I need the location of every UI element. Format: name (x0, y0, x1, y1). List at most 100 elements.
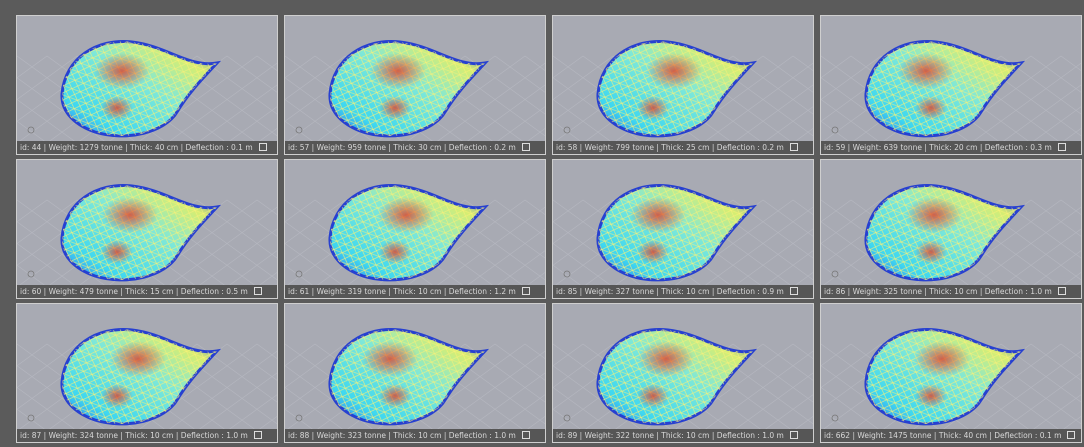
design-thumbnail[interactable]: id: 87 | Weight: 324 tonne | Thick: 10 c… (16, 303, 278, 443)
shape (915, 384, 947, 408)
design-thumbnail[interactable]: id: 60 | Weight: 479 tonne | Thick: 15 c… (16, 159, 278, 299)
shape (17, 56, 47, 143)
viewport (17, 160, 278, 287)
shape (763, 200, 814, 287)
shape (638, 341, 694, 377)
caption-bar: id: 89 | Weight: 322 tonne | Thick: 10 c… (553, 429, 813, 442)
view-icon[interactable] (259, 143, 267, 151)
shape (285, 200, 315, 287)
shape (379, 240, 411, 264)
viewport (285, 160, 546, 287)
shape (1031, 344, 1082, 431)
shape (379, 384, 411, 408)
shape (898, 53, 954, 89)
design-thumbnail[interactable]: id: 85 | Weight: 327 tonne | Thick: 10 c… (552, 159, 814, 299)
shape (378, 197, 434, 233)
shape (17, 344, 47, 431)
viewport (553, 160, 814, 287)
design-thumbnail[interactable]: id: 89 | Weight: 322 tonne | Thick: 10 c… (552, 303, 814, 443)
page: id: 44 | Weight: 1279 tonne | Thick: 40 … (0, 0, 1084, 447)
shape (17, 56, 47, 143)
shape (285, 200, 315, 287)
shape (370, 53, 426, 89)
shape (821, 344, 851, 431)
shape (227, 344, 278, 431)
design-thumbnail[interactable]: id: 59 | Weight: 639 tonne | Thick: 20 c… (820, 15, 1082, 155)
viewport (821, 160, 1082, 287)
shape (1031, 56, 1082, 143)
viewport (821, 304, 1082, 431)
shape (94, 53, 150, 89)
caption-bar: id: 58 | Weight: 799 tonne | Thick: 25 c… (553, 141, 813, 154)
shape (495, 56, 546, 143)
shape (553, 56, 583, 143)
view-icon[interactable] (522, 287, 530, 295)
shape (1031, 200, 1082, 287)
view-icon[interactable] (790, 143, 798, 151)
shape (227, 344, 278, 431)
shape (637, 384, 669, 408)
shape (821, 56, 851, 143)
shape (495, 344, 546, 431)
design-thumbnail[interactable]: id: 44 | Weight: 1279 tonne | Thick: 40 … (16, 15, 278, 155)
shape (495, 200, 546, 287)
viewport (285, 304, 546, 431)
caption-bar: id: 44 | Weight: 1279 tonne | Thick: 40 … (17, 141, 277, 154)
caption-bar: id: 59 | Weight: 639 tonne | Thick: 20 c… (821, 141, 1081, 154)
shape (227, 200, 278, 287)
view-icon[interactable] (1058, 287, 1066, 295)
shape (495, 56, 546, 143)
design-thumbnail[interactable]: id: 88 | Weight: 323 tonne | Thick: 10 c… (284, 303, 546, 443)
design-thumbnail[interactable]: id: 58 | Weight: 799 tonne | Thick: 25 c… (552, 15, 814, 155)
caption: id: 58 | Weight: 799 tonne | Thick: 25 c… (556, 143, 784, 152)
shape (1031, 344, 1082, 431)
shape (763, 56, 814, 143)
view-icon[interactable] (1058, 143, 1066, 151)
shape (646, 53, 702, 89)
caption: id: 662 | Weight: 1475 tonne | Thick: 40… (824, 431, 1061, 440)
shape (17, 200, 47, 287)
caption: id: 57 | Weight: 959 tonne | Thick: 30 c… (288, 143, 516, 152)
caption: id: 87 | Weight: 324 tonne | Thick: 10 c… (20, 431, 248, 440)
caption: id: 86 | Weight: 325 tonne | Thick: 10 c… (824, 287, 1052, 296)
shape (637, 240, 669, 264)
view-icon[interactable] (790, 431, 798, 439)
shape (821, 56, 851, 143)
design-thumbnail[interactable]: id: 61 | Weight: 319 tonne | Thick: 10 c… (284, 159, 546, 299)
caption: id: 59 | Weight: 639 tonne | Thick: 20 c… (824, 143, 1052, 152)
caption-bar: id: 87 | Weight: 324 tonne | Thick: 10 c… (17, 429, 277, 442)
shape (637, 96, 669, 120)
view-icon[interactable] (254, 287, 262, 295)
view-icon[interactable] (254, 431, 262, 439)
shape (17, 344, 47, 431)
shape (598, 185, 753, 279)
shape (763, 56, 814, 143)
shape (110, 341, 166, 377)
shape (821, 200, 851, 287)
design-thumbnail[interactable]: id: 662 | Weight: 1475 tonne | Thick: 40… (820, 303, 1082, 443)
shape (101, 96, 133, 120)
view-icon[interactable] (522, 143, 530, 151)
viewport (17, 304, 278, 431)
shape (763, 344, 814, 431)
shape (379, 96, 411, 120)
shape (285, 344, 315, 431)
view-icon[interactable] (1067, 431, 1075, 439)
shape (101, 384, 133, 408)
view-icon[interactable] (522, 431, 530, 439)
caption: id: 85 | Weight: 327 tonne | Thick: 10 c… (556, 287, 784, 296)
view-icon[interactable] (790, 287, 798, 295)
shape (630, 197, 686, 233)
shape (227, 56, 278, 143)
shape (62, 41, 217, 135)
viewport (553, 304, 814, 431)
shape (17, 200, 47, 287)
caption: id: 89 | Weight: 322 tonne | Thick: 10 c… (556, 431, 784, 440)
caption: id: 60 | Weight: 479 tonne | Thick: 15 c… (20, 287, 248, 296)
caption-bar: id: 60 | Weight: 479 tonne | Thick: 15 c… (17, 285, 277, 298)
design-thumbnail[interactable]: id: 86 | Weight: 325 tonne | Thick: 10 c… (820, 159, 1082, 299)
design-thumbnail[interactable]: id: 57 | Weight: 959 tonne | Thick: 30 c… (284, 15, 546, 155)
shape (330, 329, 485, 423)
shape (285, 344, 315, 431)
shape (915, 240, 947, 264)
